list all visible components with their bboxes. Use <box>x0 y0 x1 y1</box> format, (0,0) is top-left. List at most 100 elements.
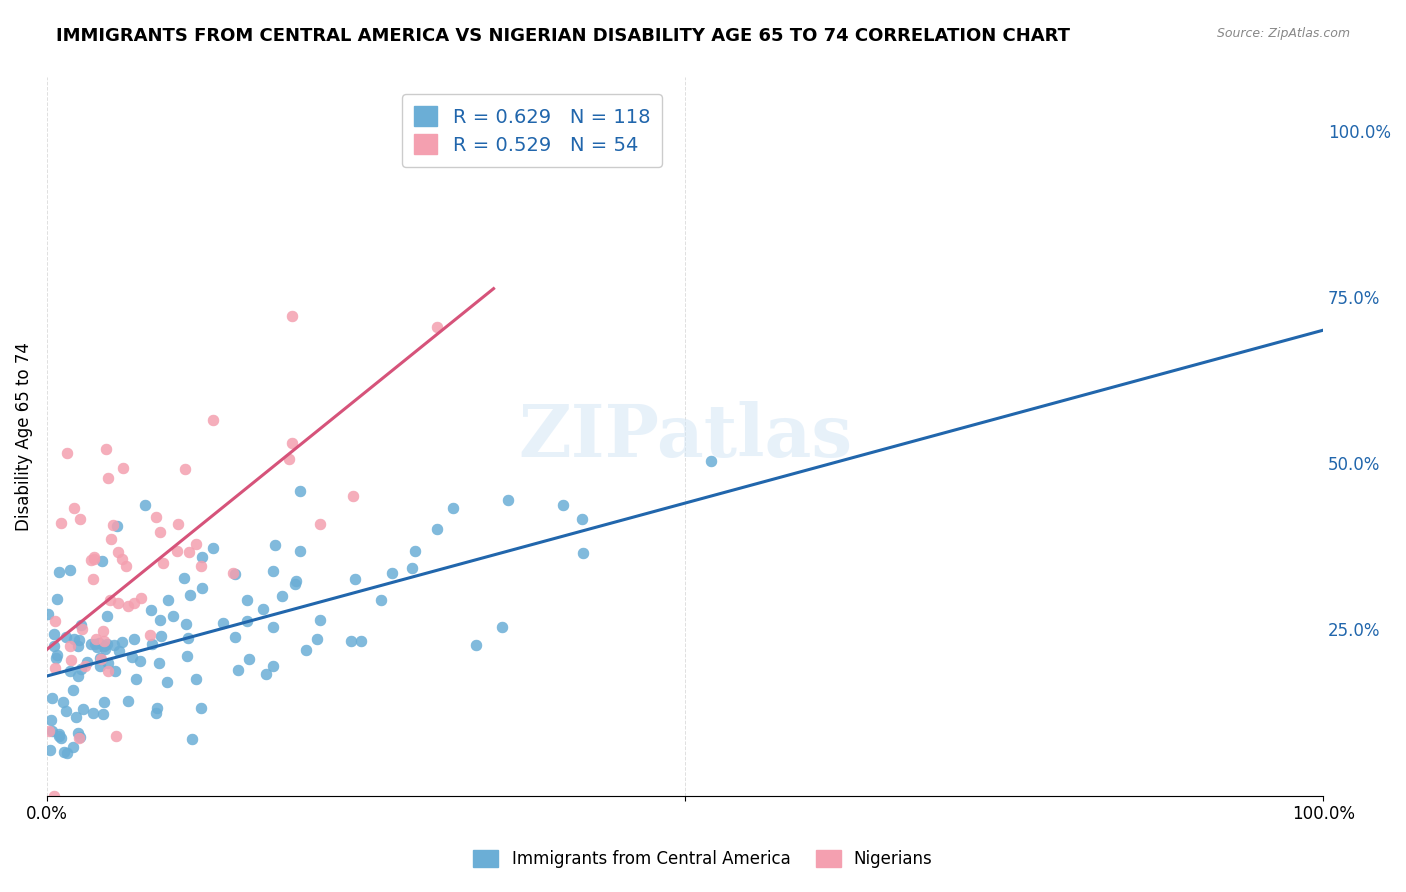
Point <box>343 572 366 586</box>
Point <box>107 545 129 559</box>
Point <box>100 532 122 546</box>
Point <box>104 729 127 743</box>
Point <box>56 445 79 459</box>
Point <box>52 695 75 709</box>
Text: Source: ZipAtlas.com: Source: ZipAtlas.com <box>1216 27 1350 40</box>
Point <box>284 576 307 591</box>
Point <box>129 654 152 668</box>
Point <box>294 642 316 657</box>
Point <box>55 631 77 645</box>
Point <box>443 501 465 516</box>
Point <box>281 309 304 323</box>
Point <box>236 593 259 607</box>
Point <box>145 510 167 524</box>
Point <box>122 596 145 610</box>
Legend: R = 0.629   N = 118, R = 0.529   N = 54: R = 0.629 N = 118, R = 0.529 N = 54 <box>402 95 662 167</box>
Point <box>97 470 120 484</box>
Point <box>62 682 84 697</box>
Point <box>66 669 89 683</box>
Point <box>46 591 69 606</box>
Point <box>149 629 172 643</box>
Point <box>202 413 225 427</box>
Point <box>176 617 198 632</box>
Point <box>309 516 332 531</box>
Point <box>67 633 90 648</box>
Point <box>145 706 167 720</box>
Point <box>66 639 89 653</box>
Point <box>69 618 91 632</box>
Point <box>82 572 104 586</box>
Point <box>49 731 72 745</box>
Point <box>62 739 84 754</box>
Point <box>288 544 311 558</box>
Y-axis label: Disability Age 65 to 74: Disability Age 65 to 74 <box>15 343 32 531</box>
Point <box>191 582 214 596</box>
Point <box>156 674 179 689</box>
Point <box>125 672 148 686</box>
Point <box>425 319 447 334</box>
Point <box>224 631 246 645</box>
Point <box>69 731 91 745</box>
Point <box>72 702 94 716</box>
Point <box>148 656 170 670</box>
Point <box>179 588 201 602</box>
Point <box>91 553 114 567</box>
Point <box>176 648 198 663</box>
Point <box>342 489 364 503</box>
Point <box>572 546 595 560</box>
Point <box>93 695 115 709</box>
Point <box>93 642 115 657</box>
Point <box>51 516 73 530</box>
Point <box>381 566 404 580</box>
Point <box>39 713 62 727</box>
Point <box>141 637 163 651</box>
Point <box>173 461 195 475</box>
Point <box>60 653 83 667</box>
Point <box>426 522 449 536</box>
Point <box>41 691 63 706</box>
Point <box>101 517 124 532</box>
Point <box>62 632 84 646</box>
Point <box>91 624 114 639</box>
Point <box>56 746 79 760</box>
Point <box>55 704 77 718</box>
Point <box>166 543 188 558</box>
Point <box>48 726 70 740</box>
Point <box>190 559 212 574</box>
Point <box>91 706 114 721</box>
Point <box>59 639 82 653</box>
Point <box>76 655 98 669</box>
Point <box>138 628 160 642</box>
Point <box>98 592 121 607</box>
Point <box>212 615 235 630</box>
Point <box>67 731 90 746</box>
Point <box>39 743 62 757</box>
Point <box>42 640 65 654</box>
Point <box>48 565 70 579</box>
Point <box>117 694 139 708</box>
Point <box>83 551 105 566</box>
Point <box>224 566 246 581</box>
Point <box>89 658 111 673</box>
Point <box>65 709 87 723</box>
Point <box>38 724 60 739</box>
Point <box>83 550 105 565</box>
Point <box>42 789 65 803</box>
Point <box>86 640 108 654</box>
Point <box>157 593 180 607</box>
Point <box>84 632 107 647</box>
Point <box>117 599 139 614</box>
Point <box>162 609 184 624</box>
Point <box>107 644 129 658</box>
Point <box>404 544 426 558</box>
Point <box>226 663 249 677</box>
Point <box>281 436 304 450</box>
Point <box>186 537 208 551</box>
Point <box>44 661 66 675</box>
Point <box>149 524 172 539</box>
Point <box>97 664 120 678</box>
Point <box>97 657 120 671</box>
Point <box>263 659 285 673</box>
Point <box>152 556 174 570</box>
Point <box>491 620 513 634</box>
